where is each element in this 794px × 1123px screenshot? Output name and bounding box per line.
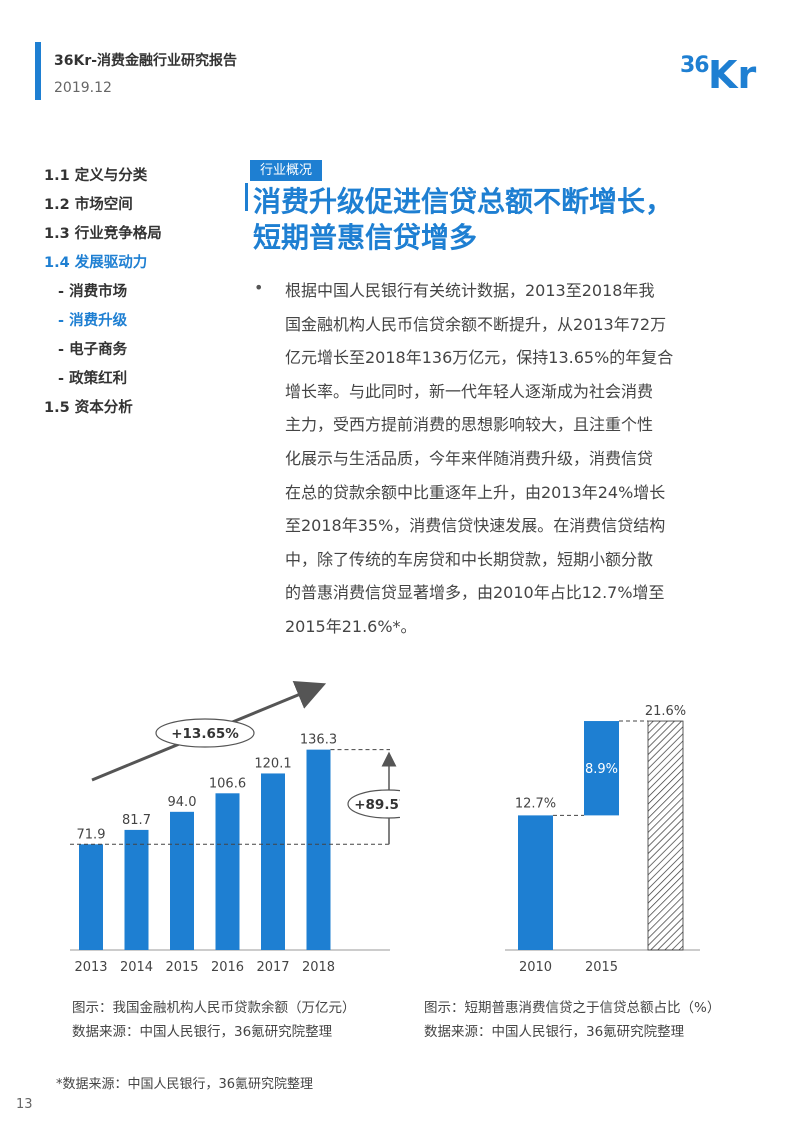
- footnote: *数据来源：中国人民银行，36氪研究院整理: [56, 1077, 314, 1092]
- report-date: 2019.12: [54, 80, 112, 96]
- title-accent-bar: [245, 183, 248, 211]
- x-tick-label: 2018: [302, 960, 335, 975]
- paragraph-line: 至2018年35%，消费信贷快速发展。在消费信贷结构: [285, 516, 666, 536]
- chart1-caption-title: 图示：我国金融机构人民币贷款余额（万亿元）: [72, 1000, 356, 1016]
- bar-2016: [215, 793, 240, 950]
- loan-balance-chart: 71.9 2013 81.7 2014 94.0 2015 106.6 2016 120.1 20…: [70, 680, 400, 975]
- cagr-label: +13.65%: [171, 726, 239, 742]
- toc-subitem[interactable]: - 消费市场: [58, 284, 128, 300]
- inclusive-credit-share-chart: 12.7% 8.9% 21.6% 2010 2015: [505, 704, 700, 975]
- logo-text-36: 36: [680, 53, 709, 78]
- x-tick-label: 2016: [211, 960, 244, 975]
- x-tick-label: 2017: [256, 960, 289, 975]
- section-tag: 行业概况: [250, 160, 323, 181]
- chart2-caption: 图示：短期普惠消费信贷之于信贷总额占比（%） 数据来源：中国人民银行，36氪研究…: [424, 996, 720, 1044]
- page-number: 13: [16, 1097, 33, 1112]
- x-tick-label: 2015: [165, 960, 198, 975]
- table-of-contents: 1.1 定义与分类 1.2 市场空间 1.3 行业竞争格局 1.4 发展驱动力 …: [44, 162, 244, 423]
- bar-increment: [584, 721, 619, 816]
- cagr-badge: [155, 718, 255, 748]
- bar-2017: [261, 773, 285, 950]
- paragraph-line: 在总的贷款余额中比重逐年上升，由2013年24%增长: [285, 482, 666, 502]
- paragraph-line: 增长率。与此同时，新一代年轻人逐渐成为社会消费: [285, 381, 654, 401]
- paragraph-line: 的普惠消费信贷显著增多，由2010年占比12.7%增至: [285, 583, 665, 603]
- bar-value-label: 136.3: [300, 733, 337, 748]
- toc-item[interactable]: 1.3 行业竞争格局: [44, 226, 162, 242]
- paragraph-line: 主力，受西方提前消费的思想影响较大，且注重个性: [285, 415, 654, 435]
- chart1-caption-source: 数据来源：中国人民银行，36氪研究院整理: [72, 1024, 333, 1040]
- section-title-line: 短期普惠信贷增多: [253, 221, 478, 254]
- bar-2010: [518, 815, 553, 950]
- header-accent-bar: [35, 42, 41, 100]
- toc-subitem[interactable]: - 电子商务: [58, 342, 128, 358]
- toc-item[interactable]: 1.2 市场空间: [44, 197, 133, 213]
- chart2-caption-source: 数据来源：中国人民银行，36氪研究院整理: [424, 1024, 685, 1040]
- section-title: 消费升级促进信贷总额不断增长， 短期普惠信贷增多: [253, 184, 773, 256]
- end-value-label: 21.6%: [645, 704, 686, 719]
- logo-text-kr: Kr: [708, 53, 756, 92]
- toc-item-active[interactable]: 1.4 发展驱动力: [44, 255, 148, 271]
- total-growth-badge: [347, 789, 400, 819]
- toc-item[interactable]: 1.1 定义与分类: [44, 168, 148, 184]
- report-title: 36Kr-消费金融行业研究报告: [54, 53, 238, 69]
- paragraph-line: 国金融机构人民币信贷余额不断提升，从2013年72万: [285, 314, 667, 334]
- bar-value-label: 120.1: [254, 756, 291, 771]
- paragraph-line: 亿元增长至2018年136万亿元，保持13.65%的年复合: [285, 348, 674, 368]
- bar-value-label: 71.9: [77, 827, 106, 842]
- x-tick-label: 2015: [585, 960, 618, 975]
- x-tick-label: 2014: [120, 960, 153, 975]
- toc-subitem-active[interactable]: - 消费升级: [58, 313, 128, 329]
- bar-value-label: 94.0: [168, 795, 197, 810]
- paragraph-line: 中，除了传统的车房贷和中长期贷款，短期小额分散: [285, 549, 654, 569]
- toc-item[interactable]: 1.5 资本分析: [44, 400, 133, 416]
- x-tick-label: 2013: [74, 960, 107, 975]
- bar-2015-total: [647, 720, 684, 951]
- bar-value-label: 81.7: [122, 813, 151, 828]
- bar-2015: [170, 811, 194, 950]
- bar-2018: [306, 749, 331, 950]
- x-tick-label: 2010: [519, 960, 552, 975]
- start-value-label: 12.7%: [515, 796, 556, 811]
- paragraph-line: 根据中国人民银行有关统计数据，2013至2018年我: [285, 281, 655, 300]
- total-growth-label: +89.57%: [354, 797, 400, 813]
- toc-subitem[interactable]: - 政策红利: [58, 371, 128, 387]
- paragraph-line: 化展示与生活品质，今年来伴随消费升级，消费信贷: [285, 448, 654, 468]
- bullet-marker: •: [254, 278, 264, 297]
- section-title-line: 消费升级促进信贷总额不断增长，: [253, 185, 674, 218]
- bar-2013: [79, 844, 103, 950]
- bar-2014: [124, 829, 149, 950]
- body-paragraph: 根据中国人民银行有关统计数据，2013至2018年我 国金融机构人民币信贷余额不…: [285, 274, 745, 644]
- increment-value-label: 8.9%: [585, 762, 618, 777]
- chart1-caption: 图示：我国金融机构人民币贷款余额（万亿元） 数据来源：中国人民银行，36氪研究院…: [72, 996, 356, 1044]
- brand-logo: 36 Kr: [680, 53, 756, 92]
- bar-value-label: 106.6: [209, 776, 246, 791]
- paragraph-line: 2015年21.6%*。: [285, 616, 417, 636]
- chart2-caption-title: 图示：短期普惠消费信贷之于信贷总额占比（%）: [424, 1000, 721, 1016]
